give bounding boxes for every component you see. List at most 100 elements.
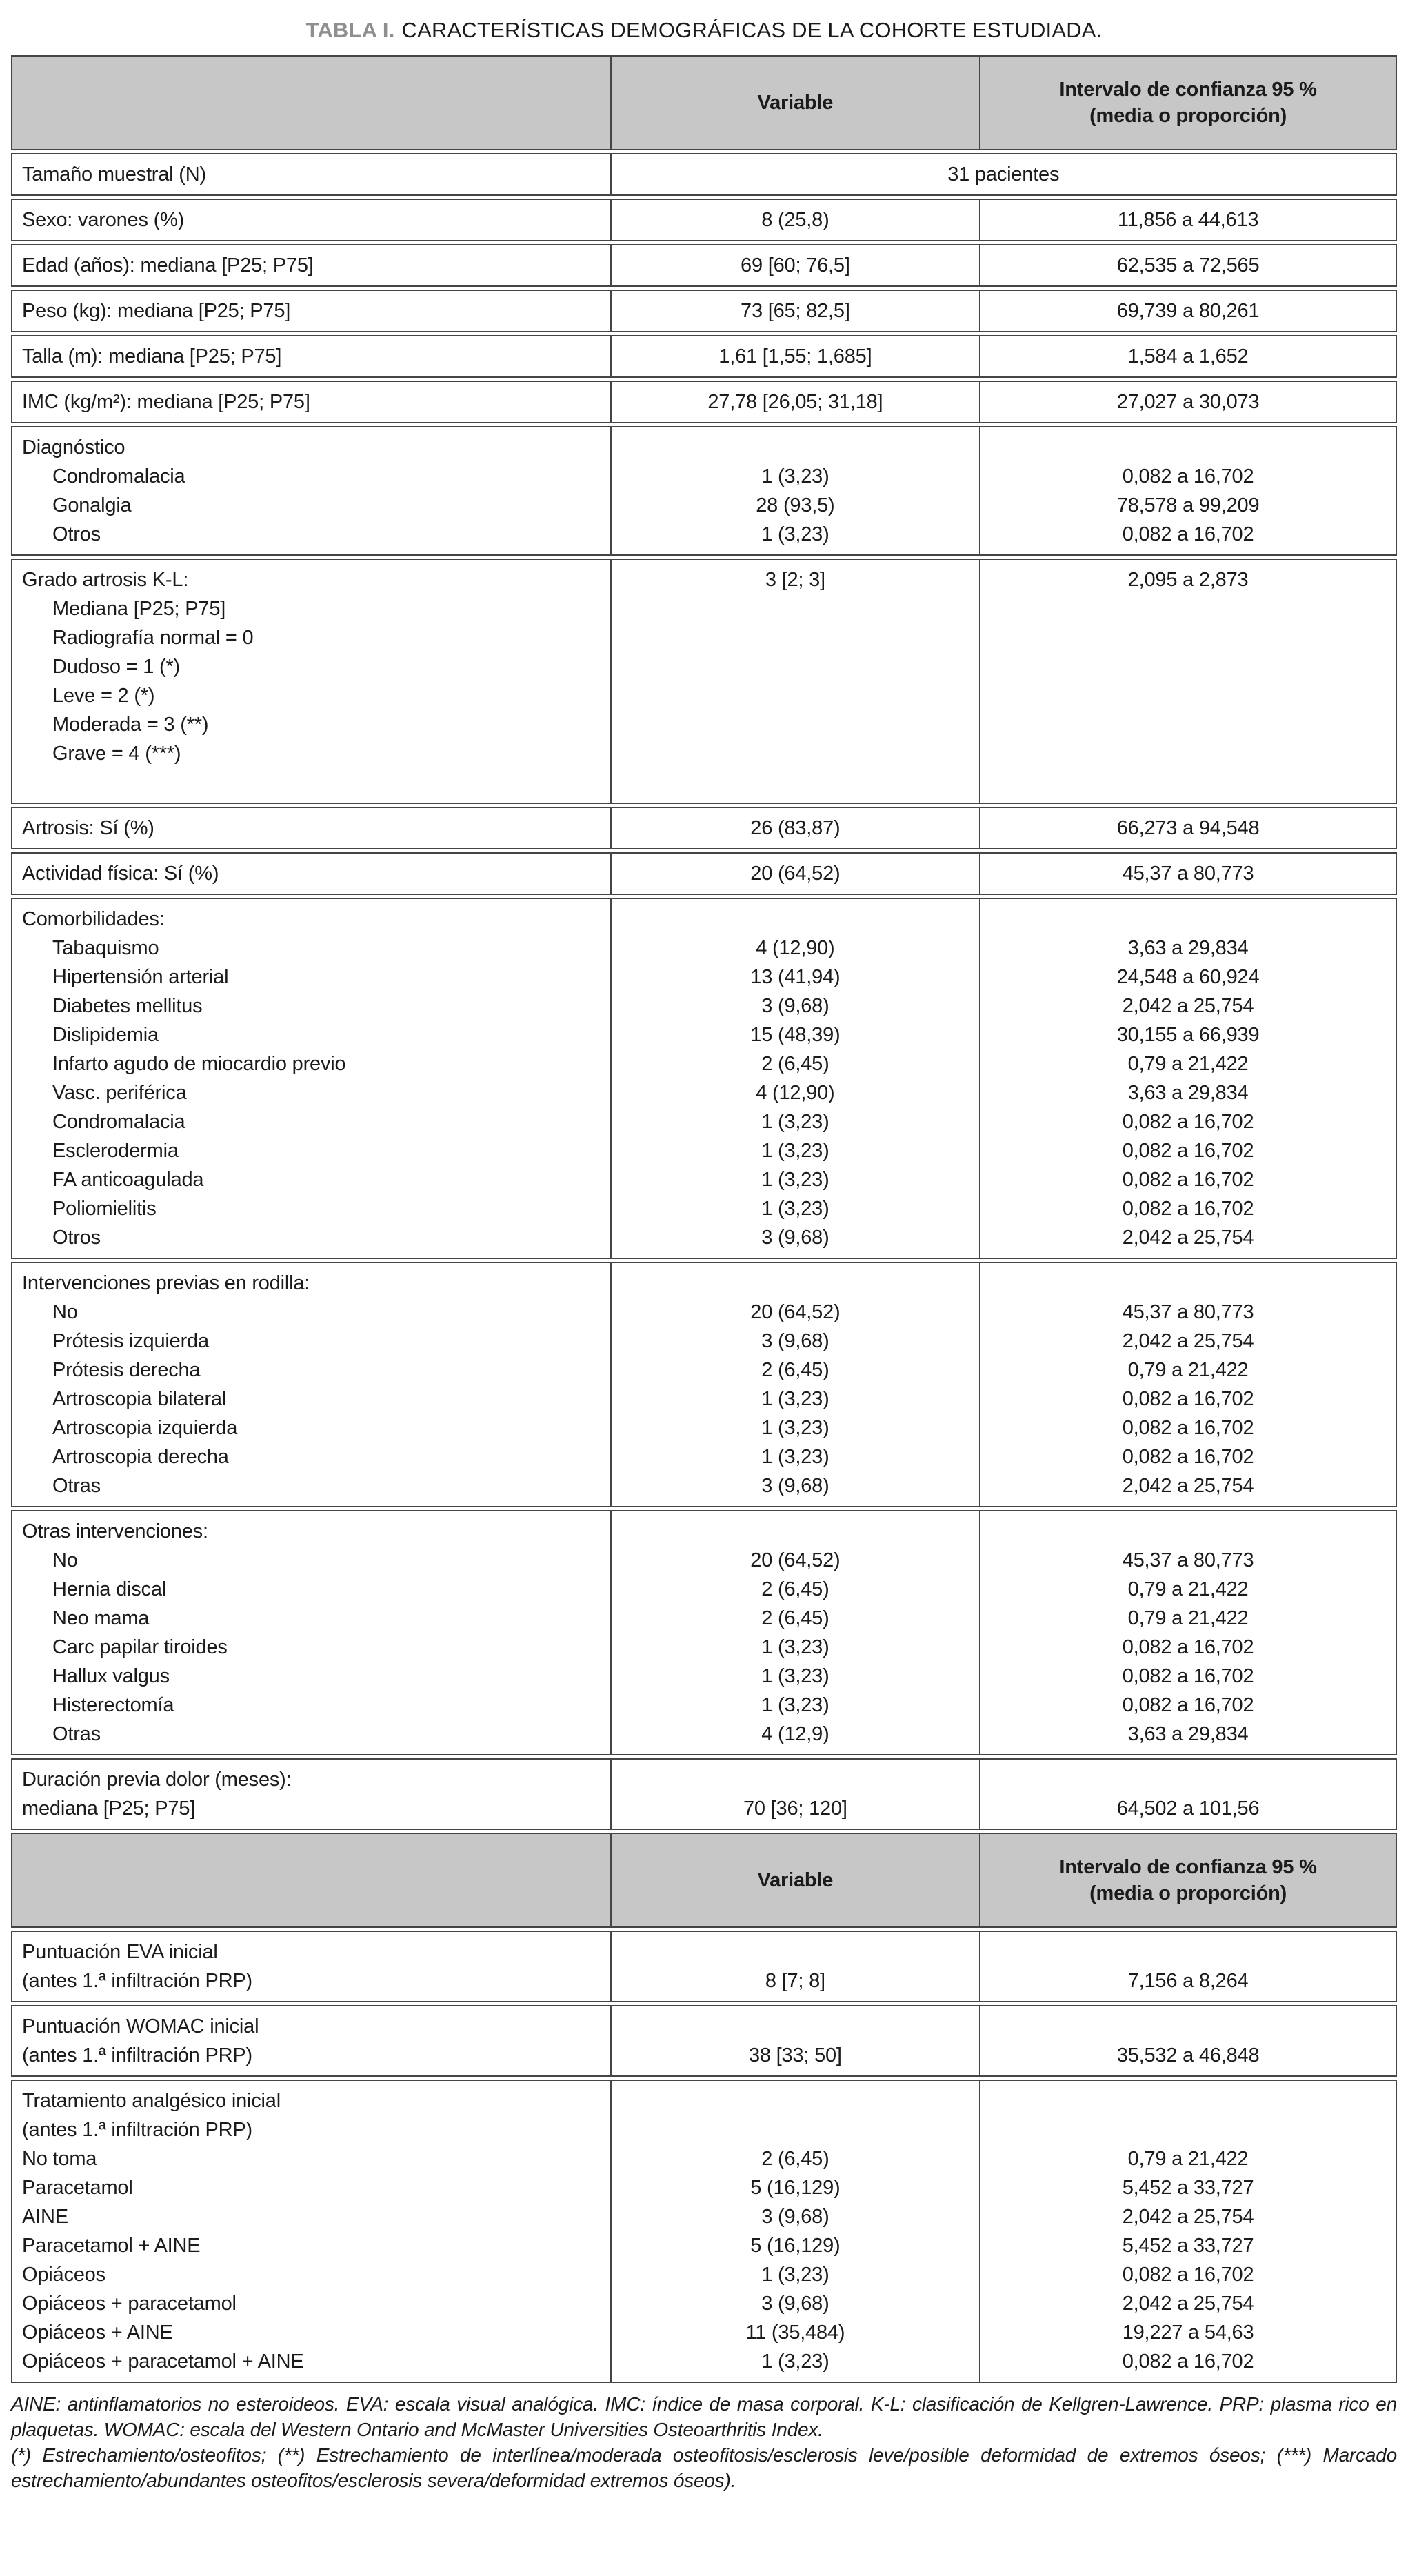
- row-ci: [980, 1760, 1396, 1794]
- row-value: [610, 427, 981, 462]
- table-section-comorbidities: Comorbilidades: Tabaquismo 4 (12,90) 3,63 a…: [11, 898, 1397, 1259]
- row-ci: [980, 739, 1396, 803]
- row-value: 3 (9,68): [610, 2202, 981, 2231]
- row-value: 3 (9,68): [610, 2289, 981, 2318]
- row-label: FA anticoagulada: [52, 1169, 204, 1191]
- row-label: Peso (kg): mediana [P25; P75]: [22, 300, 291, 322]
- row-ci: [980, 623, 1396, 652]
- row-label: Grave = 4 (***): [52, 743, 181, 765]
- row-label: Vasc. periférica: [52, 1082, 187, 1104]
- row-label: Esclerodermia: [52, 1140, 179, 1162]
- row-label: Leve = 2 (*): [52, 685, 155, 707]
- row-value: 2 (6,45): [610, 1575, 981, 1604]
- row-value: [610, 1760, 981, 1794]
- row-value: [610, 2115, 981, 2144]
- row-label: (antes 1.ª infiltración PRP): [22, 2044, 252, 2066]
- row-label: Grado artrosis K-L:: [22, 569, 189, 591]
- row-value: 13 (41,94): [610, 963, 981, 992]
- table-section-weight: Peso (kg): mediana [P25; P75] 73 [65; 82,…: [11, 290, 1397, 332]
- row-value: 4 (12,9): [610, 1720, 981, 1754]
- footnote-asterisks: (*) Estrechamiento/osteofitos; (**) Estr…: [11, 2444, 1397, 2491]
- row-label: Otras: [52, 1723, 101, 1745]
- row-ci: 0,082 a 16,702: [1122, 1636, 1254, 1658]
- table-title: TABLA I. CARACTERÍSTICAS DEMOGRÁFICAS DE …: [11, 18, 1397, 43]
- row-value: 1 (3,23): [610, 1442, 981, 1471]
- row-ci: 0,082 a 16,702: [1122, 1694, 1254, 1716]
- table-section-height: Talla (m): mediana [P25; P75] 1,61 [1,55;…: [11, 335, 1397, 378]
- row-ci: 2,042 a 25,754: [1122, 995, 1254, 1017]
- header-spacer-cell: [12, 1834, 610, 1926]
- header-ci-label: Intervalo de confianza 95 % (media o prop…: [980, 57, 1396, 149]
- row-ci: 1,584 a 1,652: [1127, 345, 1249, 368]
- row-ci: 0,79 a 21,422: [1127, 1053, 1249, 1075]
- row-label: Diabetes mellitus: [52, 995, 203, 1017]
- row-ci: 64,502 a 101,56: [1116, 1798, 1260, 1820]
- row-ci: 7,156 a 8,264: [1127, 1970, 1249, 1992]
- row-ci: 3,63 a 29,834: [1127, 937, 1249, 959]
- row-value: 26 (83,87): [610, 808, 981, 848]
- row-value: 5 (16,129): [610, 2173, 981, 2202]
- footnote-abbreviations: AINE: antinflamatorios no esteroideos. E…: [11, 2393, 1397, 2440]
- header-variable-label: Variable: [610, 1834, 981, 1926]
- row-label: Opiáceos + AINE: [22, 2322, 173, 2344]
- row-ci: 0,082 a 16,702: [1122, 2351, 1254, 2373]
- row-label: No toma: [22, 2148, 97, 2170]
- table-section-knee-interventions: Intervenciones previas en rodilla: No 20 (…: [11, 1262, 1397, 1507]
- row-ci: 27,027 a 30,073: [1116, 391, 1260, 413]
- row-value: [610, 652, 981, 681]
- row-value: [610, 2081, 981, 2115]
- demographics-table: Variable Intervalo de confianza 95 % (medi…: [11, 55, 1397, 2383]
- row-value: 3 (9,68): [610, 1327, 981, 1356]
- row-value: [610, 1932, 981, 1966]
- row-value: 1 (3,23): [610, 1413, 981, 1442]
- table-section-physical-activity: Actividad física: Sí (%) 20 (64,52) 45,37 …: [11, 852, 1397, 895]
- row-label: Prótesis derecha: [52, 1359, 201, 1381]
- row-value: 1 (3,23): [610, 462, 981, 491]
- row-label: Otras intervenciones:: [22, 1520, 208, 1542]
- row-label: Artroscopia derecha: [52, 1446, 229, 1468]
- row-value: 1 (3,23): [610, 1194, 981, 1223]
- row-value: 1 (3,23): [610, 1662, 981, 1691]
- page: TABLA I. CARACTERÍSTICAS DEMOGRÁFICAS DE …: [11, 18, 1397, 2491]
- row-value: 69 [60; 76,5]: [610, 245, 981, 285]
- row-ci: 2,095 a 2,873: [1127, 569, 1249, 591]
- row-label: Hernia discal: [52, 1578, 167, 1600]
- row-label: mediana [P25; P75]: [22, 1798, 196, 1820]
- row-ci: 2,042 a 25,754: [1122, 2206, 1254, 2228]
- row-value: 2 (6,45): [610, 1049, 981, 1078]
- row-ci: [980, 2115, 1396, 2144]
- row-label: Mediana [P25; P75]: [52, 598, 226, 620]
- row-ci: [980, 2006, 1396, 2041]
- row-label: Histerectomía: [52, 1694, 174, 1716]
- row-label: Moderada = 3 (**): [52, 714, 209, 736]
- row-label: Artroscopia izquierda: [52, 1417, 238, 1439]
- row-ci: 30,155 a 66,939: [1116, 1024, 1260, 1046]
- row-value: 15 (48,39): [610, 1020, 981, 1049]
- row-ci: 24,548 a 60,924: [1116, 966, 1260, 988]
- row-ci: 19,227 a 54,63: [1122, 2322, 1254, 2344]
- row-value: 1 (3,23): [610, 1136, 981, 1165]
- row-value: 3 [2; 3]: [610, 560, 981, 594]
- row-label: Poliomielitis: [52, 1198, 157, 1220]
- row-label: Otros: [52, 1227, 101, 1249]
- row-ci: 3,63 a 29,834: [1127, 1082, 1249, 1104]
- row-value: [610, 594, 981, 623]
- row-value: [610, 1511, 981, 1546]
- row-value: 1 (3,23): [610, 1165, 981, 1194]
- row-value: 38 [33; 50]: [610, 2041, 981, 2075]
- row-ci: 45,37 a 80,773: [1122, 863, 1254, 885]
- row-ci: [980, 899, 1396, 934]
- row-value: 1 (3,23): [610, 2260, 981, 2289]
- row-ci: [980, 652, 1396, 681]
- row-label: Neo mama: [52, 1607, 150, 1629]
- table-header-row: Variable Intervalo de confianza 95 % (medi…: [11, 55, 1397, 150]
- row-ci: [980, 710, 1396, 739]
- row-value: [610, 681, 981, 710]
- row-label: Edad (años): mediana [P25; P75]: [22, 254, 314, 276]
- row-value: 11 (35,484): [610, 2318, 981, 2347]
- row-label: IMC (kg/m²): mediana [P25; P75]: [22, 391, 310, 413]
- table-section-pain-duration: Duración previa dolor (meses): mediana [P…: [11, 1758, 1397, 1830]
- row-ci: 0,79 a 21,422: [1127, 1607, 1249, 1629]
- row-ci: 11,856 a 44,613: [1117, 209, 1259, 231]
- row-label: Infarto agudo de miocardio previo: [52, 1053, 346, 1075]
